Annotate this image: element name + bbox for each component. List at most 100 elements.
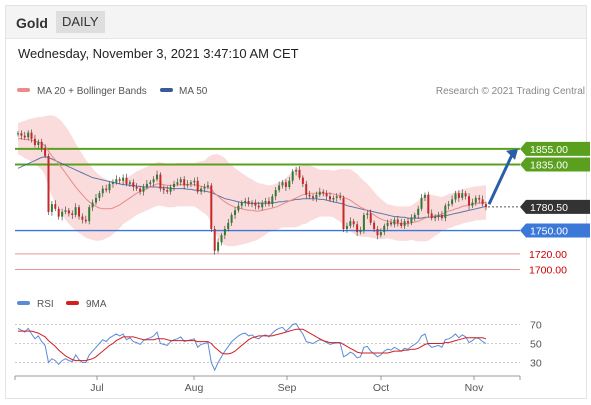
candle — [98, 193, 101, 198]
candle — [288, 180, 291, 187]
candle — [17, 133, 19, 135]
candle — [176, 182, 179, 184]
candle — [468, 196, 470, 206]
candle — [400, 222, 403, 226]
candle — [213, 229, 216, 251]
candle — [84, 219, 87, 222]
candle — [57, 208, 60, 217]
candle — [322, 191, 325, 194]
candle — [247, 201, 250, 205]
candle — [237, 205, 240, 211]
instrument-symbol: Gold — [16, 15, 48, 31]
candle — [369, 213, 372, 223]
candle — [485, 204, 487, 208]
price-tag-1780.50 — [520, 199, 590, 214]
candle — [329, 196, 331, 200]
candle — [71, 213, 74, 215]
candle — [64, 210, 67, 212]
candle — [335, 196, 338, 198]
candle — [54, 204, 57, 209]
rsi-ma-line — [18, 328, 487, 362]
candle — [417, 208, 420, 215]
price-tag-text-1780.50: 1780.50 — [530, 202, 568, 214]
candle — [78, 207, 80, 217]
candle — [342, 197, 345, 229]
candle — [74, 207, 77, 215]
candle — [149, 182, 152, 184]
candle — [454, 193, 457, 200]
candle — [166, 190, 169, 192]
candle — [332, 197, 335, 200]
candle — [37, 141, 40, 145]
candle — [264, 201, 267, 203]
candle — [434, 216, 437, 219]
price-label-1700.00: 1700.00 — [529, 264, 567, 276]
candle — [189, 182, 192, 184]
timeframe-badge[interactable]: DAILY — [56, 11, 105, 33]
candle — [132, 182, 135, 187]
candle — [203, 187, 206, 189]
candle — [159, 174, 162, 189]
candle — [278, 185, 281, 191]
candle — [359, 230, 362, 233]
candle — [200, 188, 203, 192]
candle — [220, 235, 223, 243]
candle — [474, 197, 477, 203]
candle — [349, 221, 352, 226]
legend-ma50-swatch — [160, 88, 173, 92]
candle — [315, 194, 318, 198]
candle — [223, 229, 226, 236]
candle — [345, 225, 348, 229]
candle — [210, 185, 213, 229]
candle — [23, 135, 26, 138]
legend-rsi-label: RSI — [37, 299, 54, 310]
candle — [257, 205, 260, 208]
candle — [217, 242, 220, 251]
candle — [125, 177, 128, 184]
candle — [108, 183, 111, 191]
candle — [407, 221, 409, 223]
candle — [390, 222, 392, 225]
candle — [81, 216, 84, 220]
candle — [111, 182, 114, 184]
candle — [427, 194, 430, 214]
candle — [284, 182, 287, 187]
candle — [386, 222, 389, 226]
candle — [50, 204, 53, 212]
candle — [298, 169, 301, 178]
candle — [291, 171, 294, 181]
candle — [261, 202, 264, 208]
rsi-tick-50: 50 — [530, 339, 542, 351]
legend-ma20-swatch — [17, 88, 30, 92]
candle — [240, 202, 243, 206]
candle — [193, 180, 196, 183]
candle — [95, 197, 97, 203]
price-tag-1855.00 — [520, 141, 590, 156]
legend-ma20-label: MA 20 + Bollinger Bands — [37, 86, 147, 97]
bollinger-band — [18, 115, 486, 247]
price-tag-text-1835.00: 1835.00 — [530, 159, 568, 171]
forecast-arrow-shaft — [487, 154, 514, 205]
candle — [379, 232, 382, 236]
rsi-tick-70: 70 — [530, 320, 542, 332]
candle — [135, 187, 138, 189]
candle — [186, 183, 189, 186]
legend-rsi-ma-label: 9MA — [86, 299, 107, 310]
candle — [430, 213, 433, 219]
x-tick-Aug: Aug — [185, 382, 204, 394]
x-tick-Jul: Jul — [90, 382, 103, 394]
candle — [227, 222, 230, 229]
price-tag-text-1750.00: 1750.00 — [530, 226, 568, 238]
candle — [396, 219, 399, 223]
candle — [101, 188, 104, 194]
candle — [40, 141, 43, 149]
candle — [179, 179, 182, 183]
candle — [183, 179, 186, 186]
candle — [115, 179, 118, 183]
price-tag-text-1855.00: 1855.00 — [530, 144, 568, 156]
candle — [173, 183, 175, 187]
candle — [206, 185, 209, 187]
candle — [478, 197, 481, 200]
candle — [339, 196, 342, 198]
